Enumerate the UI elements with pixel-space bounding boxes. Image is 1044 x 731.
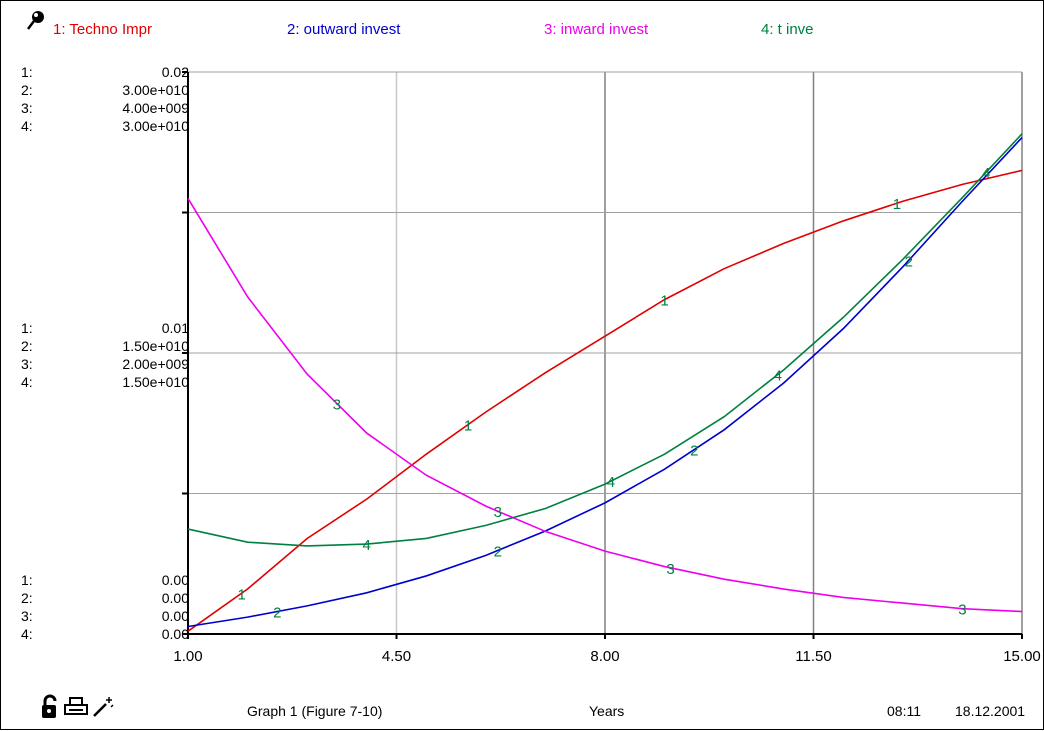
x-tick-label: 11.50 [795, 648, 831, 665]
printer-icon[interactable] [63, 696, 89, 718]
series-marker-3: 3 [666, 561, 674, 578]
x-tick-label: 8.00 [590, 648, 619, 665]
x-axis-label: Years [589, 703, 625, 719]
lock-icon[interactable] [39, 694, 61, 720]
scale-value: 1.50e+010 [122, 374, 189, 390]
scale-series-label: 4: [21, 118, 33, 134]
series-line-4 [187, 133, 1023, 547]
series-markers: 1 1 1 1 2 2 2 2 3 3 3 3 4 4 4 4 [237, 165, 990, 621]
scale-series-label: 1: [21, 64, 33, 80]
x-tick-label: 4.50 [382, 648, 411, 665]
scale-middle-row: 4: 1.50e+010 [21, 373, 189, 391]
x-tick-label: 15.00 [1003, 648, 1041, 665]
series-marker-4: 4 [982, 165, 990, 182]
legend-item-1[interactable]: 1: Techno Impr [53, 21, 152, 38]
scale-value: 3.00e+010 [122, 82, 189, 98]
scale-series-label: 2: [21, 82, 33, 98]
x-tick-labels: 1.00 4.50 8.00 11.50 15.00 [173, 634, 1041, 665]
magic-wand-icon[interactable] [91, 695, 115, 719]
scale-value: 0.00 [161, 608, 189, 624]
time-stamp: 08:11 [887, 703, 921, 719]
scale-top-row: 4: 3.00e+010 [21, 117, 189, 135]
series-marker-4: 4 [363, 537, 371, 554]
series-marker-2: 2 [494, 543, 502, 560]
series-marker-3: 3 [333, 397, 341, 414]
series-line-2 [187, 137, 1023, 628]
series-marker-1: 1 [237, 586, 245, 603]
series-lines [187, 133, 1023, 632]
series-marker-3: 3 [494, 504, 502, 521]
series-marker-3: 3 [958, 602, 966, 619]
scale-middle-row: 3: 2.00e+009 [21, 355, 189, 373]
scale-middle-row: 1: 0.01 [21, 319, 189, 337]
series-marker-2: 2 [690, 442, 698, 459]
scale-value: 4.00e+009 [122, 100, 189, 116]
series-marker-1: 1 [660, 293, 668, 310]
scale-top: 1: 0.02 2: 3.00e+010 3: 4.00e+009 4: 3.00e+010 [21, 63, 189, 135]
grid [188, 71, 1023, 634]
scale-value: 2.00e+009 [122, 356, 189, 372]
series-marker-4: 4 [607, 474, 615, 491]
series-marker-2: 2 [273, 605, 281, 622]
scale-series-label: 3: [21, 100, 33, 116]
legend-item-2[interactable]: 2: outward invest [287, 21, 401, 38]
series-line-1 [187, 169, 1023, 632]
scale-series-label: 1: [21, 320, 33, 336]
scale-value: 0.00 [161, 626, 189, 642]
series-marker-4: 4 [774, 368, 782, 385]
pushpin-icon[interactable] [25, 9, 47, 31]
scale-series-label: 2: [21, 338, 33, 354]
scale-top-row: 3: 4.00e+009 [21, 99, 189, 117]
scale-series-label: 3: [21, 608, 33, 624]
scale-middle-row: 2: 1.50e+010 [21, 337, 189, 355]
date-stamp: 18.12.2001 [955, 703, 1026, 719]
legend-item-4[interactable]: 4: t inve [761, 21, 814, 38]
scale-series-label: 2: [21, 590, 33, 606]
scale-bottom-row: 1: 0.00 [21, 571, 189, 589]
series-marker-2: 2 [905, 253, 913, 270]
scale-value: 1.50e+010 [122, 338, 189, 354]
scale-top-row: 1: 0.02 [21, 63, 189, 81]
scale-bottom-row: 3: 0.00 [21, 607, 189, 625]
scale-series-label: 4: [21, 374, 33, 390]
scale-top-row: 2: 3.00e+010 [21, 81, 189, 99]
scale-series-label: 1: [21, 572, 33, 588]
x-tick-label: 1.00 [173, 648, 202, 665]
scale-series-label: 3: [21, 356, 33, 372]
scale-value: 0.00 [161, 572, 189, 588]
footer-toolbar [39, 694, 115, 720]
scale-bottom-row: 4: 0.00 [21, 625, 189, 643]
series-marker-1: 1 [464, 418, 472, 435]
scale-bottom: 1: 0.00 2: 0.00 3: 0.00 4: 0.00 [21, 571, 189, 643]
scale-series-label: 4: [21, 626, 33, 642]
scale-bottom-row: 2: 0.00 [21, 589, 189, 607]
scale-middle: 1: 0.01 2: 1.50e+010 3: 2.00e+009 4: 1.50e+010 [21, 319, 189, 391]
scale-value: 3.00e+010 [122, 118, 189, 134]
series-line-3 [187, 198, 1023, 613]
legend-item-3[interactable]: 3: inward invest [544, 21, 649, 38]
scale-value: 0.01 [161, 320, 189, 336]
series-marker-1: 1 [893, 196, 901, 213]
scale-value: 0.00 [161, 590, 189, 606]
scale-value: 0.02 [161, 64, 189, 80]
graph-title: Graph 1 (Figure 7-10) [247, 703, 383, 719]
